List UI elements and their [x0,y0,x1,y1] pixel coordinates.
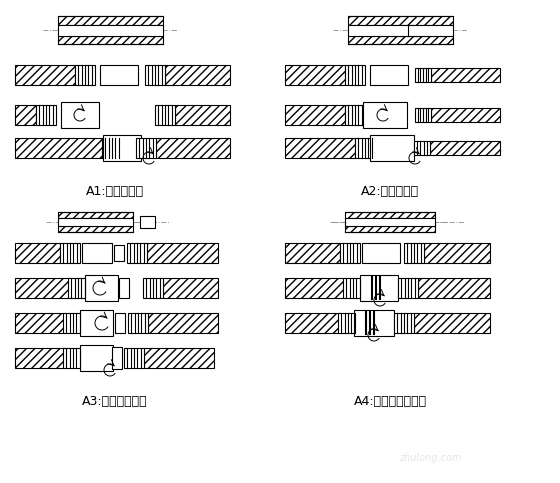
Bar [63,348,83,368]
Bar [424,243,490,263]
Bar [128,313,148,333]
Bar [103,135,141,161]
Bar [15,278,70,298]
Bar [363,102,407,128]
Bar [156,138,230,158]
Bar [68,278,88,298]
Bar [58,212,133,218]
Bar [155,105,175,125]
Bar [58,25,162,35]
Bar [394,313,414,333]
Bar [102,138,122,158]
Text: A2:异径型接头: A2:异径型接头 [361,185,419,198]
Bar [430,141,500,155]
Bar [345,65,365,85]
Bar [140,216,155,228]
Bar [348,25,452,35]
Bar [285,138,355,158]
Bar [343,278,363,298]
Bar [148,313,218,333]
Bar [404,243,424,263]
Bar [36,105,56,125]
Bar [418,278,490,298]
Bar [415,68,431,82]
Text: A4:正反丝扣型接头: A4:正反丝扣型接头 [353,395,427,408]
Bar [58,16,162,25]
Bar [136,138,156,158]
Bar [58,226,133,232]
Bar [285,105,345,125]
Bar [144,348,214,368]
Bar [15,65,75,85]
Bar [124,348,144,368]
Bar [58,218,133,226]
Bar [338,313,358,333]
Bar [163,278,218,298]
Text: A1:标准型接头: A1:标准型接头 [86,185,144,198]
Bar [348,16,452,25]
Bar [285,65,345,85]
Bar [15,313,65,333]
Bar [345,218,435,226]
Bar [360,275,398,301]
Bar [431,68,500,82]
Bar [127,243,147,263]
Bar [15,243,60,263]
Bar [285,278,345,298]
Bar [15,105,36,125]
Bar [63,313,83,333]
Bar [100,65,138,85]
Bar [80,345,113,371]
Bar [115,313,125,333]
Text: zhulong.com: zhulong.com [399,453,461,463]
Bar [285,313,340,333]
Bar [165,65,230,85]
Bar [80,310,113,336]
Text: A3:加锁母型接头: A3:加锁母型接头 [82,395,148,408]
Bar [15,348,65,368]
Bar [82,243,112,263]
Bar [348,35,452,44]
Bar [340,243,360,263]
Bar [143,278,163,298]
Bar [431,108,500,122]
Bar [345,105,365,125]
Bar [61,102,99,128]
Bar [354,310,394,336]
Bar [285,243,340,263]
Bar [145,65,165,85]
Bar [415,108,431,122]
Bar [60,243,80,263]
Bar [75,65,95,85]
Bar [175,105,230,125]
Bar [398,278,418,298]
Bar [345,226,435,232]
Bar [147,243,218,263]
Bar [414,141,430,155]
Bar [362,243,400,263]
Bar [414,313,490,333]
Bar [370,65,408,85]
Bar [112,347,122,369]
Bar [15,138,102,158]
Bar [345,212,435,218]
Bar [355,138,375,158]
Bar [58,35,162,44]
Bar [119,278,129,298]
Bar [114,245,124,261]
Bar [370,135,414,161]
Bar [85,275,118,301]
